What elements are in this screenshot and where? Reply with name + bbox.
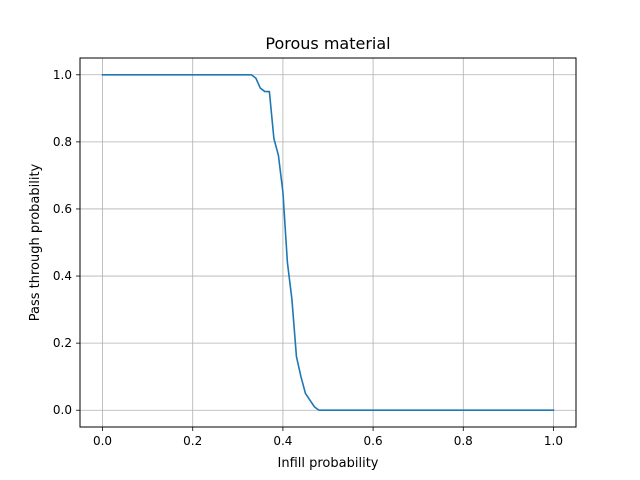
y-tick-label: 0.8 (53, 135, 72, 149)
x-tick-label: 0.2 (183, 434, 202, 448)
chart-title: Porous material (265, 34, 390, 53)
ticks: 0.0 0.2 0.4 0.6 0.8 1.0 0.0 0.2 0.4 0.6 0.8 1.0 (53, 68, 563, 448)
y-tick-label: 0.2 (53, 336, 72, 350)
y-tick-label: 1.0 (53, 68, 72, 82)
plot-frame (79, 57, 577, 428)
x-tick-label: 1.0 (544, 434, 563, 448)
x-tick-label: 0.6 (364, 434, 383, 448)
x-axis-label: Infill probability (278, 456, 379, 471)
x-tick-label: 0.8 (454, 434, 473, 448)
y-axis-label: Pass through probability (28, 163, 43, 321)
y-tick-label: 0.6 (53, 202, 72, 216)
x-tick-label: 0.0 (93, 434, 112, 448)
y-tick-label: 0.4 (53, 269, 72, 283)
data-series (101, 73, 555, 412)
x-tick-label: 0.4 (273, 434, 292, 448)
y-tick-label: 0.0 (53, 403, 72, 417)
series-line (101, 73, 555, 412)
